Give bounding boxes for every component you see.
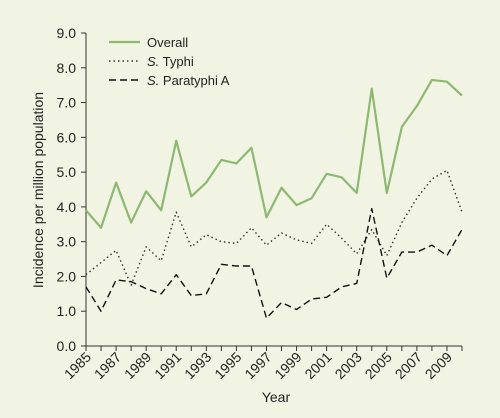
y-tick-label: 0.0	[57, 338, 77, 354]
y-axis-title: Incidence per million population	[30, 92, 46, 288]
legend-label-italic: S.	[147, 73, 159, 88]
legend-label-italic: S.	[147, 54, 159, 69]
legend-label: Overall	[147, 35, 188, 50]
y-tick-label: 3.0	[57, 234, 77, 250]
y-tick-label: 1.0	[57, 303, 77, 319]
series-layer	[85, 78, 463, 319]
x-tick-label: 1997	[241, 349, 274, 382]
series-line-s-paratyphi-a	[85, 207, 463, 319]
legend-label: S. Typhi	[147, 54, 194, 69]
series-line-s-typhi	[85, 169, 463, 286]
x-tick-label: 1993	[181, 349, 214, 382]
y-tick-label: 9.0	[57, 25, 77, 41]
y-tick-label: 7.0	[57, 95, 77, 111]
y-tick-label: 6.0	[57, 129, 77, 145]
y-tick-label: 2.0	[57, 268, 77, 284]
x-axis: 1985198719891991199319951997199920012003…	[61, 345, 463, 382]
x-tick-label: 1989	[121, 349, 154, 382]
legend-label-text: Overall	[147, 35, 188, 50]
x-tick-label: 1987	[91, 349, 124, 382]
x-tick-label: 2001	[301, 349, 334, 382]
x-tick-label: 1991	[151, 349, 184, 382]
x-tick-label: 2003	[331, 349, 364, 382]
legend-label: S. Paratyphi A	[147, 73, 230, 88]
x-tick-label: 1999	[271, 349, 304, 382]
y-tick-label: 5.0	[57, 164, 77, 180]
y-tick-label: 4.0	[57, 199, 77, 215]
x-tick-label: 2009	[422, 349, 455, 382]
legend-label-text: Paratyphi A	[159, 73, 229, 88]
x-tick-label: 2005	[362, 349, 395, 382]
x-tick-label: 2007	[392, 349, 425, 382]
x-tick-label: 1995	[211, 349, 244, 382]
y-axis: 0.0 1.0 2.0 3.0 4.0 5.0 6.0 7.0 8.0 9.0	[57, 25, 87, 354]
series-line-overall	[85, 78, 463, 229]
y-tick-label: 8.0	[57, 60, 77, 76]
x-axis-title: Year	[262, 389, 291, 405]
legend-label-text: Typhi	[159, 54, 194, 69]
